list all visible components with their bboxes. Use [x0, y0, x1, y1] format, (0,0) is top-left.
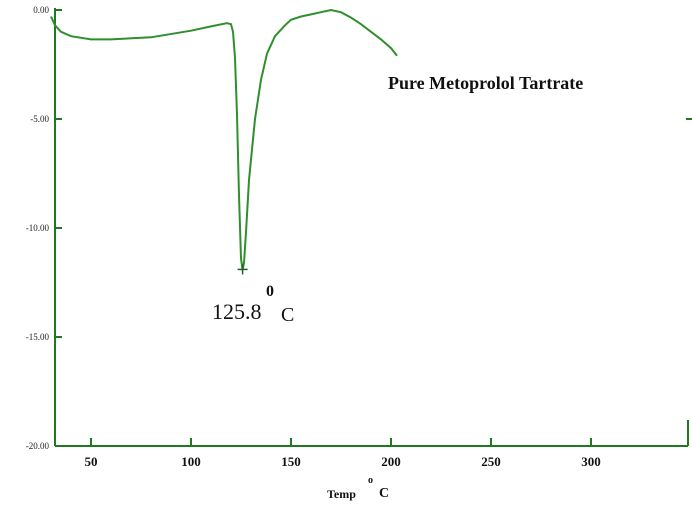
y-tick-label--15.00: -15.00 — [26, 332, 50, 342]
series-line-pure-metoprolol-tartrate — [50, 8, 398, 270]
peak-degree-superscript: 0 — [266, 283, 274, 300]
x-tick-label-300: 300 — [581, 454, 601, 469]
peak-temperature-label: 125.8 — [212, 299, 262, 324]
y-tick-label--10.00: -10.00 — [26, 223, 50, 233]
x-tick-labels: 50 100 150 200 250 300 — [85, 454, 601, 469]
x-axis-label: Temp o C — [327, 475, 389, 501]
x-tick-label-150: 150 — [281, 454, 301, 469]
x-axis-label-text: Temp — [327, 487, 356, 501]
peak-marker — [237, 264, 248, 275]
x-tick-label-200: 200 — [381, 454, 401, 469]
series-label: Pure Metoprolol Tartrate — [388, 73, 583, 93]
peak-annotation: 125.8 0 C — [212, 283, 294, 326]
x-tick-label-250: 250 — [481, 454, 501, 469]
x-axis-label-superscript: o — [368, 475, 373, 486]
peak-unit-label: C — [281, 304, 294, 326]
x-tick-label-100: 100 — [181, 454, 201, 469]
x-tick-label-50: 50 — [85, 454, 98, 469]
axes-layer — [54, 8, 689, 447]
y-tick-label--20.00: -20.00 — [26, 441, 50, 451]
x-axis-label-unit: C — [379, 486, 389, 501]
y-tick-label-0.00: 0.00 — [33, 5, 49, 15]
y-tick-labels: 0.00 -5.00 -10.00 -15.00 -20.00 — [26, 5, 50, 451]
y-tick-label--5.00: -5.00 — [30, 114, 49, 124]
ticks-layer — [55, 9, 692, 447]
